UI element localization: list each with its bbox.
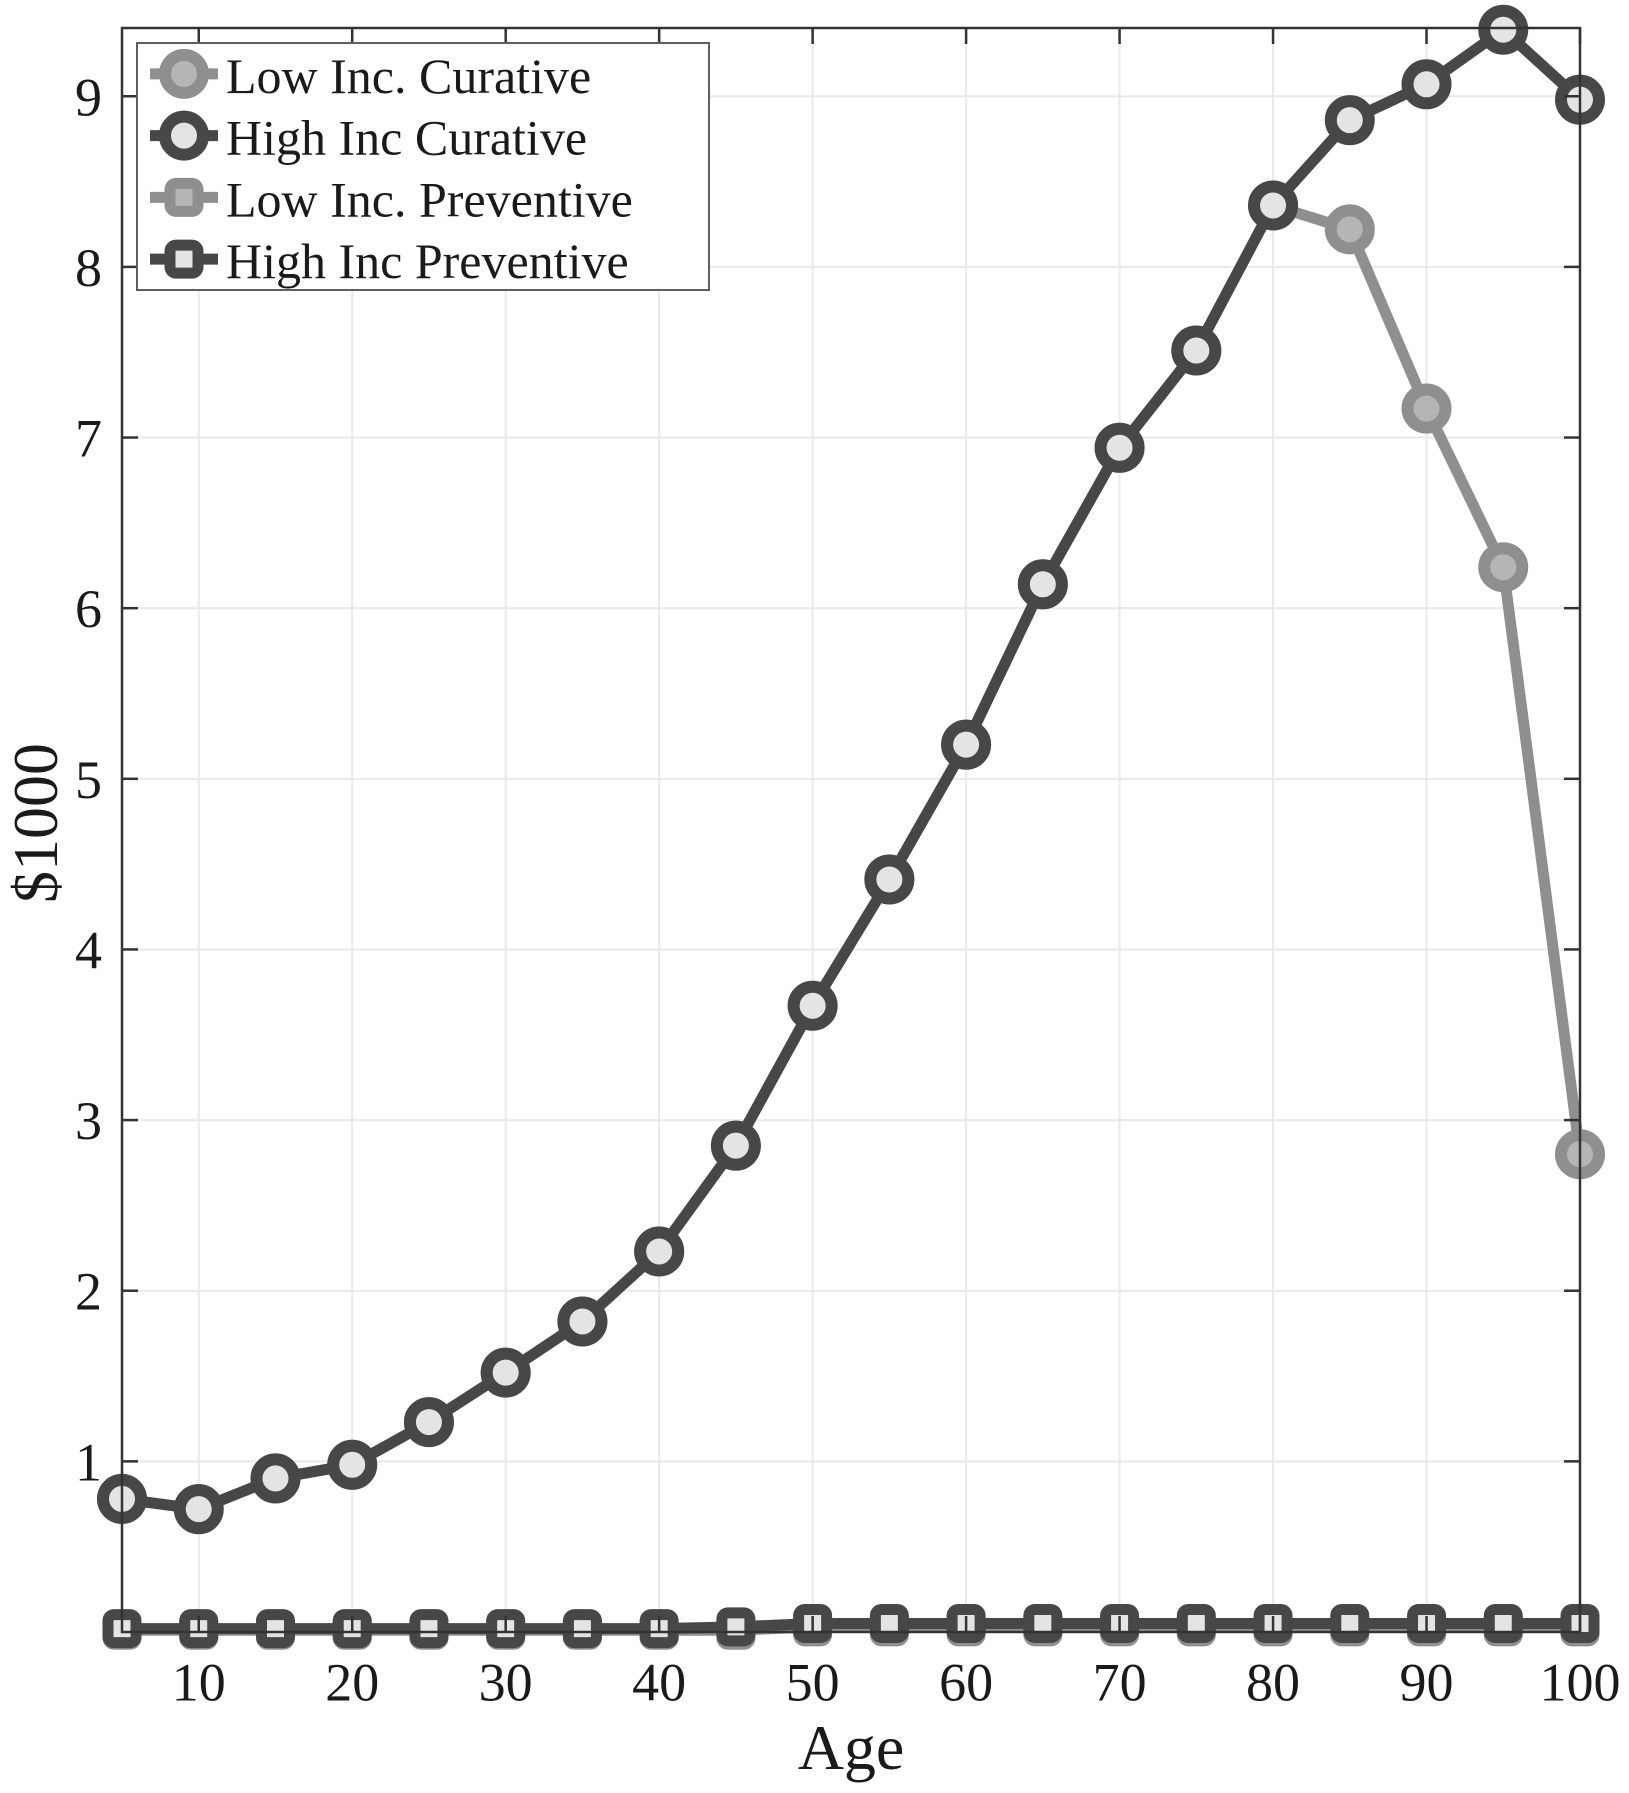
legend-box [136,42,710,291]
y-tick-label: 7 [75,409,102,469]
y-tick-label: 2 [75,1262,102,1322]
x-tick-label: 10 [172,1652,226,1712]
data-point-marker [716,1607,756,1647]
legend-gray-square-icon [164,177,204,217]
data-point-marker [480,1347,531,1398]
axis-ticks [122,28,1582,1632]
plot-frame [120,26,1582,1634]
data-point-marker [327,1439,378,1490]
x-tick-label: 20 [325,1652,379,1712]
x-tick-label: 70 [1093,1652,1147,1712]
data-point-marker [409,1609,449,1649]
data-point-marker [869,1603,909,1643]
x-tick-label: 80 [1246,1652,1300,1712]
x-axis-title: Age [797,1712,905,1783]
y-tick-label: 6 [75,579,102,639]
data-point-marker [1324,95,1375,146]
data-point-marker [1023,1603,1063,1643]
data-point-marker [1330,1603,1370,1643]
data-point-marker [1094,422,1145,473]
legend-label: Low Inc. Curative [226,48,591,104]
data-point-marker [710,1120,761,1171]
data-point-marker [173,1484,224,1535]
data-point-marker [1401,59,1452,110]
data-point-marker [1401,383,1452,434]
series-high-inc-curative [97,4,1605,1535]
data-point-marker [1171,325,1222,376]
legend-item: High Inc Preventive [150,233,629,289]
y-tick-label: 8 [75,238,102,298]
legend-item: High Inc Curative [150,110,587,166]
data-point-marker [562,1609,602,1649]
legend-item: Low Inc. Preventive [150,171,633,227]
data-point-marker [1176,1603,1216,1643]
tick-labels: 10 20 30 40 50 60 70 80 90 100 1 2 3 4 5 6 7 8 9 [75,67,1621,1712]
legend-label: High Inc Curative [226,110,587,166]
data-point-marker [250,1453,301,1504]
data-point-marker [1248,180,1299,231]
data-point-marker [634,1226,685,1277]
data-point-marker [403,1397,454,1448]
data-point-marker [864,854,915,905]
x-tick-label: 40 [632,1652,686,1712]
legend-dark-circle-icon [159,110,209,161]
y-tick-label: 5 [75,750,102,810]
x-tick-label: 60 [939,1652,993,1712]
data-point-marker [1324,204,1375,255]
y-tick-label: 1 [75,1432,102,1492]
series-high-inc-preventive [102,1603,1600,1649]
data-point-marker [1478,542,1529,593]
x-tick-label: 30 [479,1652,533,1712]
legend-item: Low Inc. Curative [150,48,591,104]
data-point-marker [1478,4,1529,55]
series-low-inc-curative [97,180,1605,1535]
data-point-marker [787,980,838,1031]
x-tick-label: 50 [786,1652,840,1712]
y-tick-label: 3 [75,1091,102,1151]
y-tick-label: 9 [75,67,102,127]
legend-dark-square-icon [164,239,204,279]
legend-label: Low Inc. Preventive [226,171,633,227]
data-point-marker [941,719,992,770]
data-point-marker [255,1609,295,1649]
x-tick-label: 90 [1400,1652,1454,1712]
x-tick-label: 100 [1540,1652,1621,1712]
data-point-marker [1483,1603,1523,1643]
y-tick-label: 4 [75,920,102,980]
legend-label: High Inc Preventive [226,233,629,289]
series-line [116,199,1586,1515]
y-axis-title: $1000 [0,743,71,903]
legend-gray-circle-icon [159,48,209,99]
data-point-marker [557,1296,608,1347]
data-point-marker [1017,559,1068,610]
